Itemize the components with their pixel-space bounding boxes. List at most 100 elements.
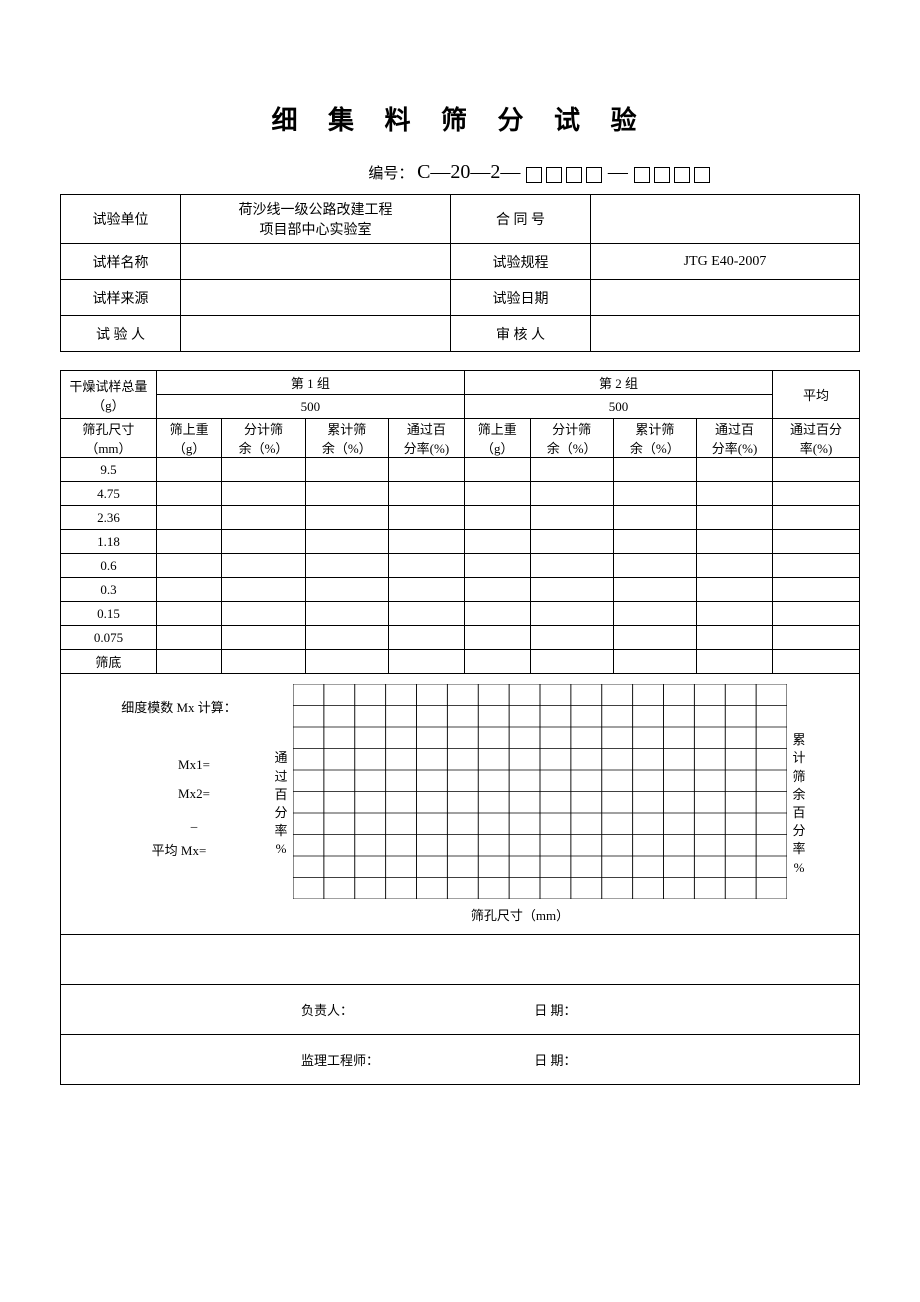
sieve-cell[interactable] <box>696 554 772 578</box>
sieve-cell[interactable] <box>530 458 613 482</box>
sieve-cell[interactable] <box>464 506 530 530</box>
sieve-cell[interactable] <box>530 650 613 674</box>
sieve-cell[interactable] <box>388 482 464 506</box>
blank-box[interactable] <box>526 167 542 183</box>
sieve-cell[interactable] <box>696 650 772 674</box>
sieve-cell[interactable] <box>530 530 613 554</box>
sieve-cell[interactable] <box>464 578 530 602</box>
sieve-cell[interactable] <box>464 626 530 650</box>
meta-value[interactable] <box>181 244 451 280</box>
sieve-cell[interactable] <box>773 554 860 578</box>
blank-box[interactable] <box>546 167 562 183</box>
meta-value[interactable]: 荷沙线一级公路改建工程项目部中心实验室 <box>181 195 451 244</box>
sieve-cell[interactable] <box>388 458 464 482</box>
sieve-cell[interactable] <box>773 650 860 674</box>
sieve-cell[interactable] <box>156 554 222 578</box>
sieve-cell[interactable] <box>530 506 613 530</box>
sieve-cell[interactable] <box>305 554 388 578</box>
sieve-cell[interactable] <box>613 482 696 506</box>
sieve-cell[interactable] <box>613 578 696 602</box>
blank-box[interactable] <box>674 167 690 183</box>
sieve-cell[interactable] <box>530 602 613 626</box>
sieve-cell[interactable] <box>773 458 860 482</box>
sieve-cell[interactable] <box>773 482 860 506</box>
sieve-cell[interactable] <box>156 530 222 554</box>
sieve-cell[interactable] <box>305 458 388 482</box>
sieve-cell[interactable] <box>222 506 305 530</box>
sieve-cell[interactable] <box>305 506 388 530</box>
sieve-cell[interactable] <box>696 458 772 482</box>
sieve-cell[interactable] <box>773 506 860 530</box>
meta-value[interactable] <box>591 316 860 352</box>
sieve-cell[interactable] <box>464 530 530 554</box>
avg-label: 平均 <box>773 371 860 419</box>
sieve-size: 9.5 <box>61 458 157 482</box>
sieve-cell[interactable] <box>464 650 530 674</box>
sieve-cell[interactable] <box>156 650 222 674</box>
sieve-cell[interactable] <box>613 506 696 530</box>
sieve-cell[interactable] <box>305 578 388 602</box>
sieve-cell[interactable] <box>156 458 222 482</box>
sieve-cell[interactable] <box>388 602 464 626</box>
sieve-cell[interactable] <box>388 650 464 674</box>
blank-box[interactable] <box>694 167 710 183</box>
sieve-cell[interactable] <box>613 458 696 482</box>
blank-box[interactable] <box>566 167 582 183</box>
sieve-cell[interactable] <box>464 602 530 626</box>
sieve-cell[interactable] <box>696 578 772 602</box>
sieve-cell[interactable] <box>305 602 388 626</box>
sieve-cell[interactable] <box>613 650 696 674</box>
sieve-cell[interactable] <box>305 626 388 650</box>
sieve-cell[interactable] <box>696 602 772 626</box>
sieve-cell[interactable] <box>222 458 305 482</box>
sieve-cell[interactable] <box>530 626 613 650</box>
sieve-cell[interactable] <box>222 578 305 602</box>
sieve-cell[interactable] <box>773 602 860 626</box>
sieve-cell[interactable] <box>156 506 222 530</box>
sieve-cell[interactable] <box>613 530 696 554</box>
sieve-cell[interactable] <box>305 482 388 506</box>
sieve-cell[interactable] <box>464 482 530 506</box>
blank-box[interactable] <box>586 167 602 183</box>
meta-value[interactable] <box>591 280 860 316</box>
sieve-cell[interactable] <box>773 578 860 602</box>
sieve-cell[interactable] <box>613 554 696 578</box>
sieve-cell[interactable] <box>530 578 613 602</box>
sieve-cell[interactable] <box>305 650 388 674</box>
sieve-cell[interactable] <box>156 602 222 626</box>
sieve-cell[interactable] <box>156 626 222 650</box>
sieve-cell[interactable] <box>388 578 464 602</box>
sieve-cell[interactable] <box>530 482 613 506</box>
sieve-cell[interactable] <box>388 626 464 650</box>
sieve-cell[interactable] <box>530 554 613 578</box>
sieve-cell[interactable] <box>156 578 222 602</box>
sieve-cell[interactable] <box>222 602 305 626</box>
sieve-cell[interactable] <box>773 530 860 554</box>
sieve-cell[interactable] <box>222 554 305 578</box>
meta-value[interactable] <box>181 316 451 352</box>
sieve-cell[interactable] <box>222 530 305 554</box>
sieve-cell[interactable] <box>305 530 388 554</box>
sieve-cell[interactable] <box>696 530 772 554</box>
sieve-cell[interactable] <box>388 506 464 530</box>
sieve-cell[interactable] <box>696 626 772 650</box>
blank-box[interactable] <box>634 167 650 183</box>
meta-value[interactable]: JTG E40-2007 <box>591 244 860 280</box>
sieve-cell[interactable] <box>696 482 772 506</box>
sieve-cell[interactable] <box>222 626 305 650</box>
sieve-cell[interactable] <box>613 602 696 626</box>
sieve-cell[interactable] <box>613 626 696 650</box>
sieve-cell[interactable] <box>388 530 464 554</box>
sieve-cell[interactable] <box>464 458 530 482</box>
blank-box[interactable] <box>654 167 670 183</box>
y-left-label: 通过百分率% <box>269 684 293 924</box>
sieve-cell[interactable] <box>388 554 464 578</box>
sieve-cell[interactable] <box>222 650 305 674</box>
meta-value[interactable] <box>181 280 451 316</box>
sieve-cell[interactable] <box>156 482 222 506</box>
sieve-cell[interactable] <box>696 506 772 530</box>
sieve-cell[interactable] <box>773 626 860 650</box>
meta-value[interactable] <box>591 195 860 244</box>
sieve-cell[interactable] <box>222 482 305 506</box>
sieve-cell[interactable] <box>464 554 530 578</box>
